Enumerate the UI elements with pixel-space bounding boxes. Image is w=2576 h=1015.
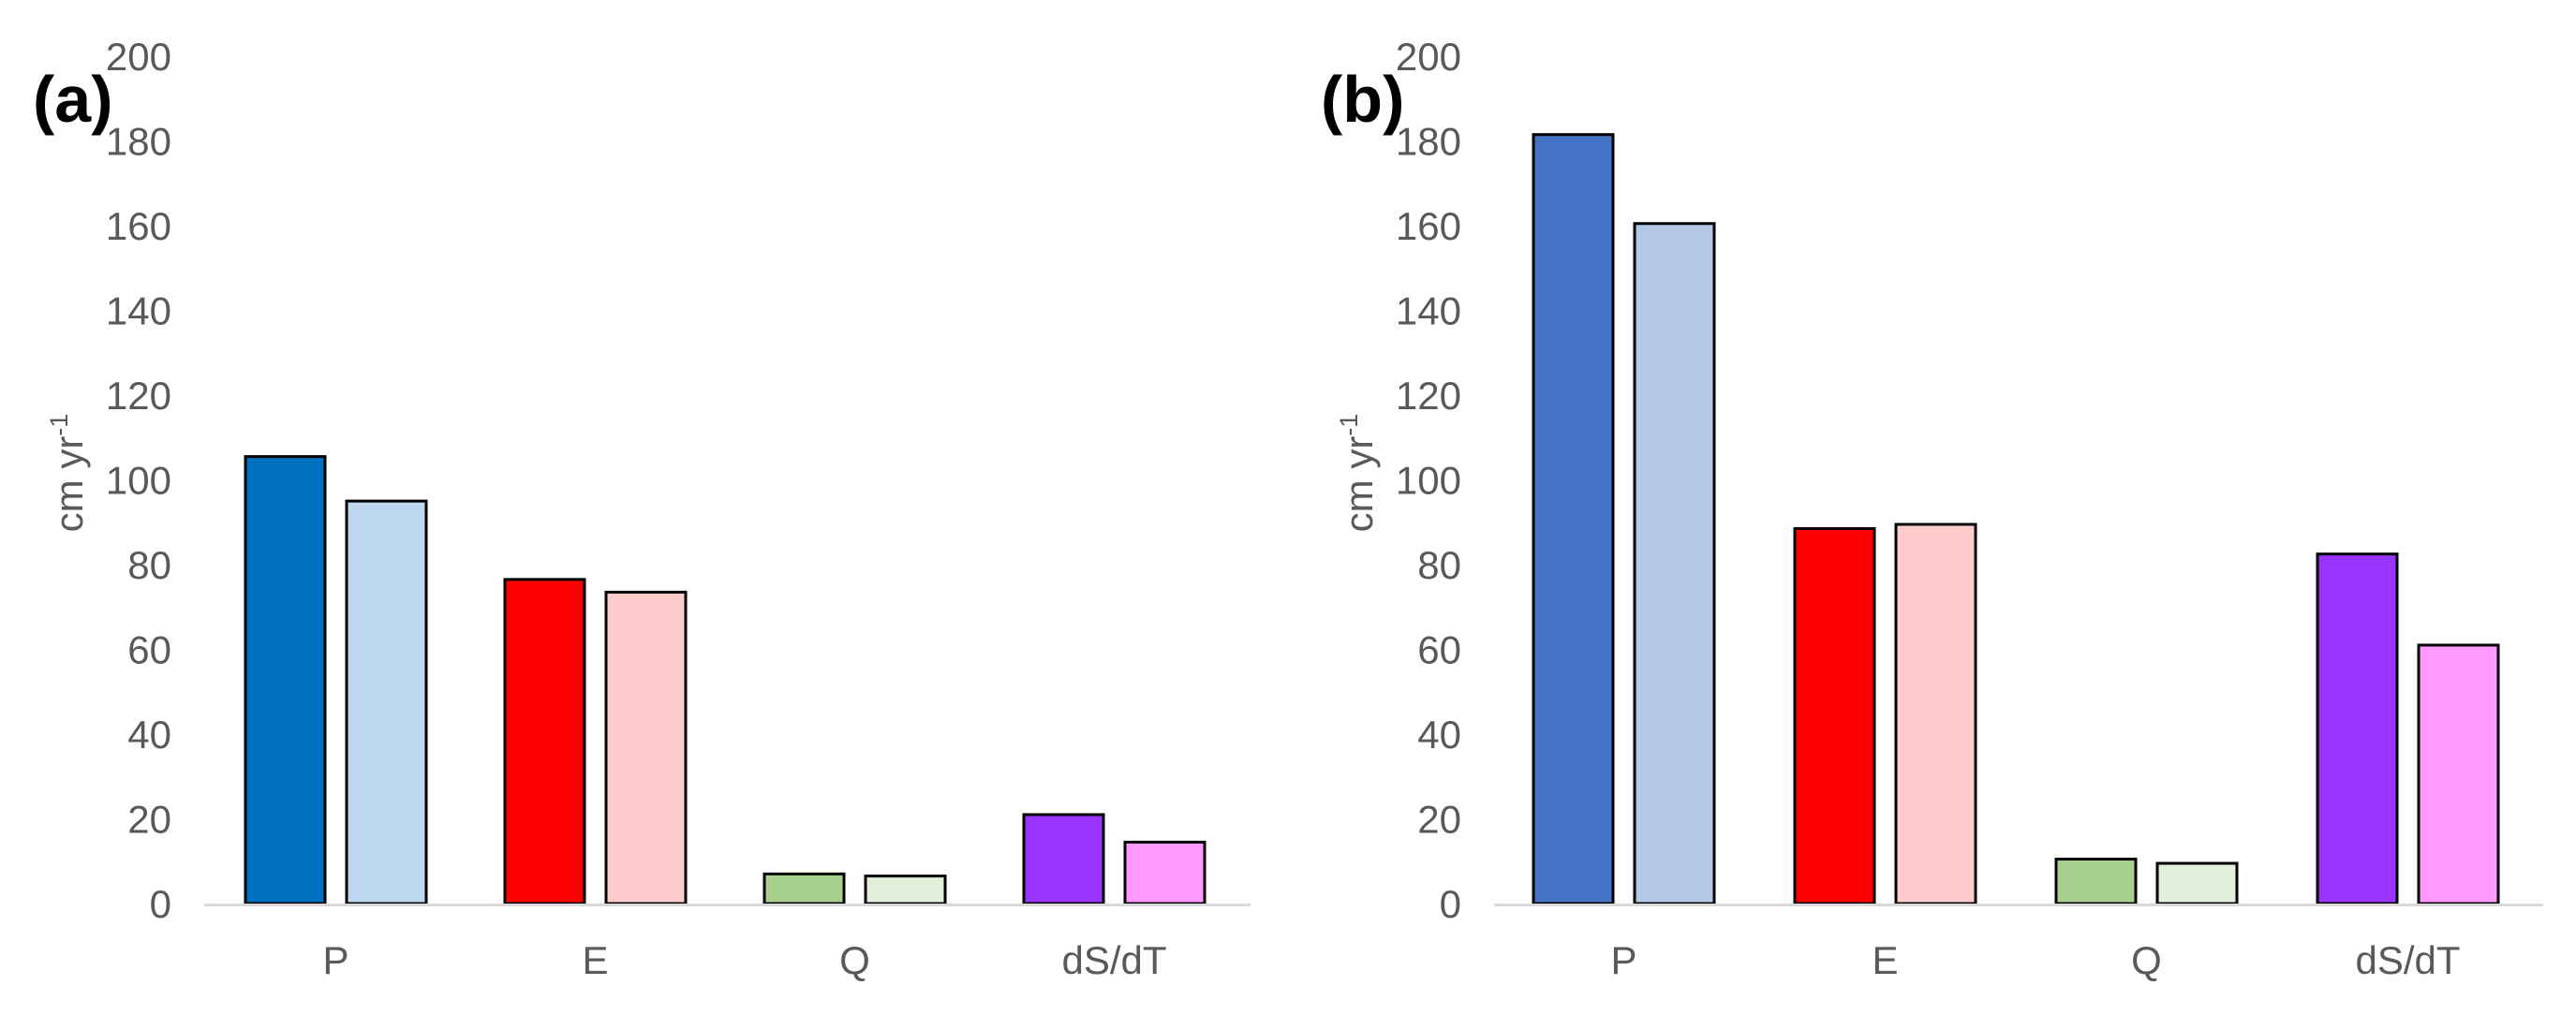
y-tick-label: 40: [1417, 713, 1461, 757]
y-axis-label-main: cm yr: [47, 436, 91, 533]
y-tick-label: 60: [127, 628, 171, 672]
y-axis-label-superscript: -1: [1335, 414, 1363, 436]
panel-label-a: (a): [33, 63, 113, 136]
y-tick-label: 60: [1417, 628, 1461, 672]
y-tick-label: 80: [1417, 543, 1461, 587]
bar-dsdt-2: [2417, 643, 2500, 905]
x-category-label: E: [1872, 938, 1898, 982]
bar-p-1: [1532, 133, 1615, 905]
y-tick-label: 20: [1417, 798, 1461, 842]
y-axis-label-superscript: -1: [45, 414, 73, 436]
y-tick-label: 40: [127, 713, 171, 757]
y-tick-label: 120: [106, 374, 171, 418]
bar-dsdt-2: [1123, 840, 1207, 905]
bar-dsdt-1: [2316, 552, 2399, 905]
bar-p-1: [244, 455, 327, 905]
y-tick-label: 200: [106, 35, 171, 79]
bar-e-2: [1894, 522, 1977, 905]
y-tick-label: 200: [1396, 35, 1461, 79]
panel-label-b: (b): [1321, 63, 1404, 136]
y-tick-label: 120: [1396, 374, 1461, 418]
bar-q-1: [2054, 857, 2138, 905]
x-category-label: P: [1610, 938, 1636, 982]
bar-p-2: [345, 499, 428, 905]
x-category-label: dS/dT: [2355, 938, 2460, 982]
x-category-label: E: [582, 938, 608, 982]
y-tick-label: 80: [127, 543, 171, 587]
y-tick-label: 140: [1396, 289, 1461, 333]
x-category-label: dS/dT: [1061, 938, 1166, 982]
bar-q-2: [2155, 861, 2239, 905]
y-tick-label: 100: [106, 459, 171, 503]
y-tick-label: 180: [106, 120, 171, 164]
y-tick-label: 0: [1440, 882, 1461, 926]
y-axis-label: cm yr-1: [1335, 414, 1381, 533]
y-tick-label: 140: [106, 289, 171, 333]
bar-e-1: [1793, 527, 1876, 905]
y-axis-label: cm yr-1: [45, 414, 91, 533]
bar-q-2: [864, 875, 947, 905]
bar-q-1: [762, 872, 846, 905]
bar-dsdt-1: [1022, 813, 1105, 905]
x-category-label: Q: [2131, 938, 2162, 982]
y-tick-label: 100: [1396, 459, 1461, 503]
y-tick-label: 20: [127, 798, 171, 842]
x-category-label: Q: [839, 938, 870, 982]
bar-e-1: [503, 578, 586, 905]
y-tick-label: 160: [1396, 204, 1461, 248]
bar-e-2: [604, 590, 688, 905]
y-axis-label-main: cm yr: [1337, 436, 1381, 533]
bar-p-2: [1633, 222, 1716, 905]
x-category-label: P: [322, 938, 348, 982]
y-tick-label: 0: [150, 882, 171, 926]
y-tick-label: 180: [1396, 120, 1461, 164]
y-tick-label: 160: [106, 204, 171, 248]
